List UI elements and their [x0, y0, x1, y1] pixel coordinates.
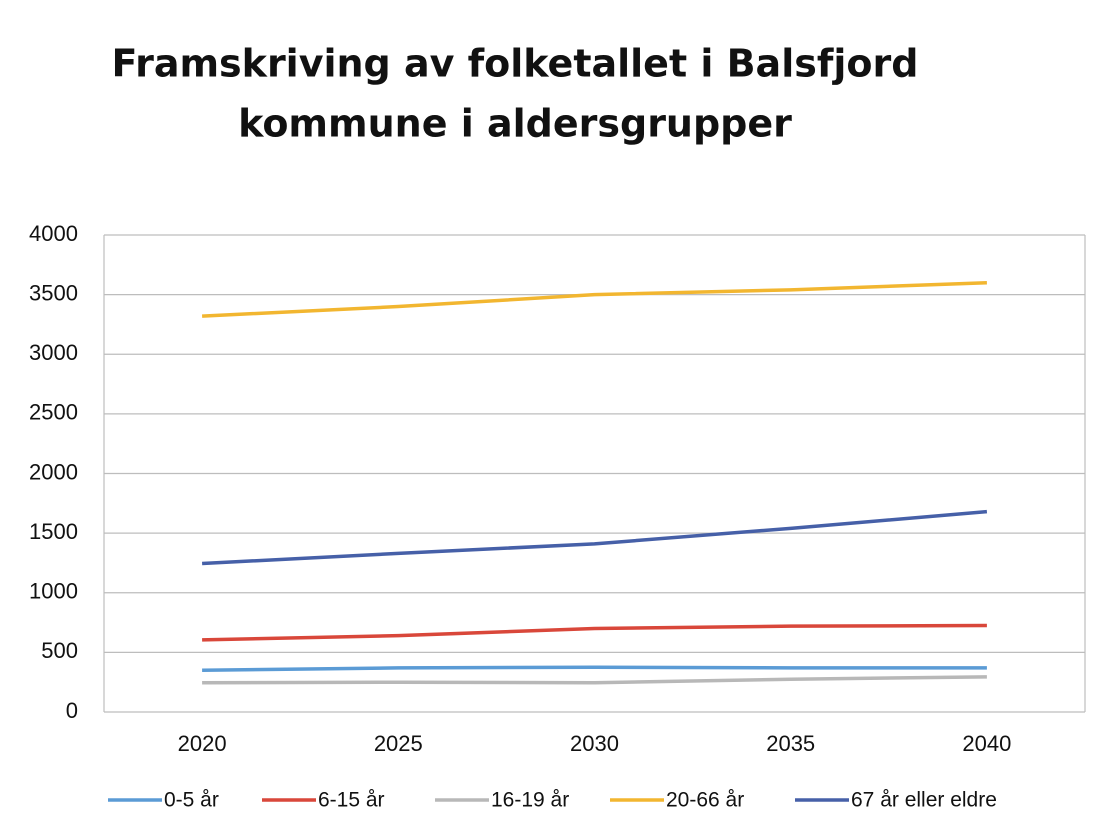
x-tick-label: 2030	[570, 731, 619, 756]
x-tick-label: 2035	[766, 731, 815, 756]
chart-title: kommune i aldersgrupper	[238, 102, 792, 146]
y-tick-label: 500	[41, 638, 78, 663]
y-tick-label: 3000	[29, 340, 78, 365]
y-tick-label: 3500	[29, 280, 78, 305]
legend-label: 6-15 år	[318, 789, 385, 812]
series-line	[202, 665, 987, 673]
y-tick-label: 1000	[29, 579, 78, 604]
legend-label: 0-5 år	[164, 789, 219, 812]
legend-label: 20-66 år	[666, 789, 744, 812]
y-tick-label: 1500	[29, 519, 78, 544]
x-tick-label: 2040	[962, 731, 1011, 756]
legend-label: 16-19 år	[491, 789, 569, 812]
series-line	[202, 623, 987, 642]
series-line	[202, 675, 987, 685]
chart-title: Framskriving av folketallet i Balsfjord	[112, 42, 919, 86]
y-tick-label: 2500	[29, 400, 78, 425]
y-tick-label: 0	[66, 698, 78, 723]
series-line	[202, 280, 987, 318]
x-tick-label: 2025	[374, 731, 423, 756]
y-tick-label: 2000	[29, 459, 78, 484]
series-line	[202, 509, 988, 566]
x-tick-label: 2020	[178, 731, 227, 756]
legend-label: 67 år eller eldre	[851, 789, 997, 812]
y-tick-label: 4000	[29, 221, 78, 246]
